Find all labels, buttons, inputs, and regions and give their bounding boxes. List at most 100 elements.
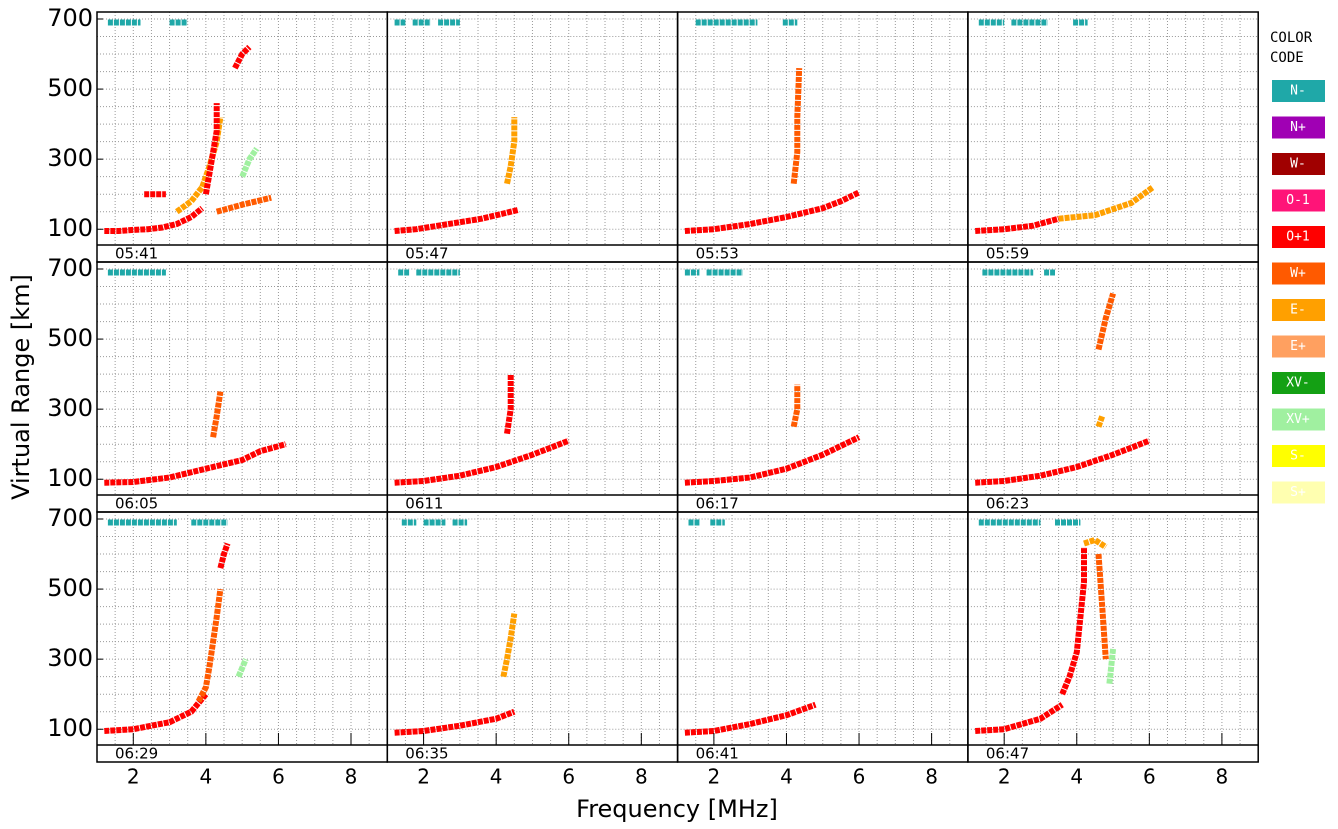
panel-frame (676, 511, 969, 763)
y-tick-label: 100 (47, 464, 93, 492)
trace (790, 384, 801, 428)
trace (217, 542, 231, 569)
legend-swatch (1272, 299, 1325, 321)
panel-frame (967, 511, 1259, 763)
legend-label: E+ (1290, 339, 1306, 354)
panel-label: 06:23 (986, 495, 1029, 513)
legend-label: XV- (1286, 376, 1309, 391)
trace (790, 67, 803, 185)
x-tick-label: 6 (1143, 765, 1156, 789)
legend-swatch (1272, 189, 1325, 212)
legend-swatch (1272, 372, 1325, 394)
trace (1095, 553, 1109, 660)
legend-swatch (1272, 80, 1325, 102)
x-tick-label: 6 (272, 765, 285, 789)
x-tick-label: 8 (1216, 765, 1229, 789)
trace (1083, 536, 1108, 550)
y-tick-label: 300 (47, 144, 93, 172)
trace (202, 103, 220, 195)
trace (1059, 547, 1087, 696)
trace (1058, 184, 1155, 222)
trace (1095, 415, 1106, 428)
y-tick-label: 100 (47, 714, 93, 742)
y-tick-label: 700 (47, 504, 93, 532)
legend-label: N- (1290, 84, 1306, 99)
legend-label: S+ (1290, 485, 1306, 500)
legend-label: XV+ (1286, 412, 1310, 427)
panel-label: 05:47 (405, 245, 448, 263)
x-tick-label: 4 (490, 765, 503, 789)
legend-label: W+ (1290, 266, 1306, 281)
legend-label: E- (1290, 303, 1306, 318)
trace (239, 146, 260, 178)
x-axis-label: Frequency [MHz] (576, 795, 778, 823)
trace (210, 391, 224, 438)
legend-swatch (1272, 408, 1325, 431)
legend-label: O+1 (1286, 230, 1309, 245)
panel-frame (96, 261, 389, 513)
y-tick-label: 700 (47, 4, 93, 32)
x-tick-label: 6 (853, 765, 866, 789)
panel-label: 05:53 (696, 245, 739, 263)
legend-swatch (1272, 262, 1325, 285)
x-tick-label: 4 (780, 765, 793, 789)
panel-label: 06:29 (115, 745, 158, 763)
trace (104, 441, 287, 486)
panel-frame (676, 11, 969, 263)
trace (975, 702, 1064, 734)
panel-label: 06:05 (115, 495, 158, 513)
legend-label: O-1 (1286, 193, 1309, 208)
legend-label: S- (1290, 449, 1306, 464)
trace (394, 207, 519, 234)
panel-frame (386, 511, 679, 763)
panel-frame (386, 261, 679, 513)
x-tick-label: 8 (925, 765, 938, 789)
panel-label: 06:41 (696, 745, 739, 763)
panel-label: 05:59 (986, 245, 1029, 263)
trace (235, 658, 249, 678)
x-tick-label: 8 (345, 765, 358, 789)
y-tick-label: 500 (47, 574, 93, 602)
legend-label: N+ (1290, 120, 1306, 135)
trace (684, 701, 817, 736)
x-tick-label: 4 (199, 765, 212, 789)
trace (394, 437, 570, 486)
legend-swatch (1272, 226, 1325, 248)
trace (975, 215, 1060, 234)
x-tick-label: 2 (998, 765, 1011, 789)
y-tick-label: 500 (47, 324, 93, 352)
trace (684, 189, 861, 234)
x-tick-label: 2 (127, 765, 140, 789)
x-tick-label: 2 (708, 765, 721, 789)
trace (504, 374, 514, 435)
legend-swatch (1272, 445, 1325, 467)
panel-frame (676, 261, 969, 513)
trace (684, 434, 861, 486)
x-tick-label: 8 (635, 765, 648, 789)
trace (104, 692, 209, 734)
legend-swatch (1272, 153, 1325, 175)
trace (104, 205, 205, 234)
x-tick-label: 4 (1070, 765, 1083, 789)
panel-frame (96, 11, 389, 263)
y-tick-label: 700 (47, 254, 93, 282)
panel-label: 0611 (405, 495, 443, 513)
legend-swatch (1272, 335, 1325, 358)
panel-frame (96, 511, 389, 763)
y-axis-label: Virtual Range [km] (7, 274, 35, 500)
x-tick-label: 2 (417, 765, 430, 789)
x-tick-label: 6 (562, 765, 575, 789)
legend-label: W- (1290, 157, 1306, 172)
y-tick-label: 300 (47, 394, 93, 422)
trace (195, 588, 224, 703)
trace (500, 613, 518, 678)
trace (215, 194, 272, 215)
y-tick-label: 500 (47, 74, 93, 102)
trace (394, 708, 516, 736)
panel-label: 06:17 (696, 495, 739, 513)
trace (504, 117, 518, 185)
legend-swatch (1272, 116, 1325, 139)
legend-swatch (1272, 481, 1325, 504)
panel-label: 06:35 (405, 745, 448, 763)
